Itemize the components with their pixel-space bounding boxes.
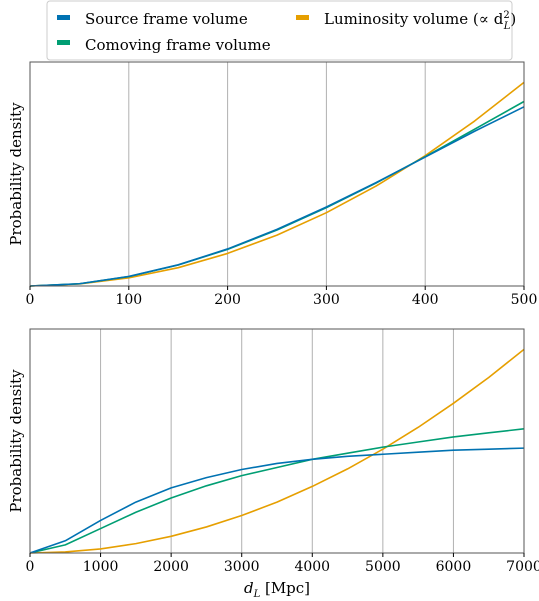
top-plot-frame [29,61,525,287]
bottom-tick-label: 1000 [83,559,119,575]
bottom-tick-label: 6000 [436,559,472,575]
bottom-grid [100,329,454,553]
bottom-ticks: 0 1000 2000 3000 4000 5000 6000 7000 [26,553,539,575]
bottom-xlabel: dL [Mpc] [244,579,310,600]
bottom-tick-label: 5000 [365,559,401,575]
legend-luminosity-close: ) [510,10,516,28]
bottom-tick-label: 2000 [153,559,189,575]
top-grid [128,62,426,286]
legend-luminosity-sub: L [503,21,511,32]
bottom-series-comoving [29,427,525,554]
top-tick-label: 200 [214,292,241,308]
bottom-plot-area [30,329,524,553]
legend-frame [46,0,513,61]
top-series-source [29,106,525,287]
legend-luminosity-main: Luminosity volume (∝ d [324,10,504,28]
bottom-tick-label: 0 [26,559,35,575]
top-series-luminosity [29,81,525,287]
bottom-plot-frame [29,328,525,554]
top-ticks: 0 100 200 300 400 500 [26,286,538,308]
legend-label-source: Source frame volume [85,10,248,28]
bottom-series-luminosity [29,348,525,554]
bottom-xlabel-unit: [Mpc] [260,579,310,597]
legend-swatch-luminosity [296,15,309,20]
bottom-xlabel-main: d [244,579,254,597]
bottom-plot: 0 1000 2000 3000 4000 5000 6000 7000 Probabilit… [7,328,539,600]
bottom-tick-label: 3000 [224,559,260,575]
legend-luminosity-sup: 2 [503,10,509,21]
top-tick-label: 400 [412,292,439,308]
legend-label-luminosity: Luminosity volume (∝ d2 L) [324,10,516,32]
top-plot: 0 100 200 300 400 500 Probability density [7,61,538,308]
legend: Source frame volume Comoving frame volum… [46,0,516,61]
top-tick-label: 500 [511,292,538,308]
top-tick-label: 100 [115,292,142,308]
top-ylabel: Probability density [7,102,25,246]
bottom-xlabel-sub: L [253,589,261,600]
legend-swatch-comoving [57,40,70,45]
top-tick-label: 0 [26,292,35,308]
top-plot-area [30,62,524,286]
legend-label-comoving: Comoving frame volume [85,36,271,54]
bottom-series [29,348,525,554]
top-tick-label: 300 [313,292,340,308]
top-series [29,81,525,287]
bottom-tick-label: 4000 [294,559,330,575]
bottom-ylabel: Probability density [7,369,25,513]
bottom-series-source [29,447,525,554]
bottom-tick-label: 7000 [506,559,539,575]
legend-swatch-source [57,15,70,20]
